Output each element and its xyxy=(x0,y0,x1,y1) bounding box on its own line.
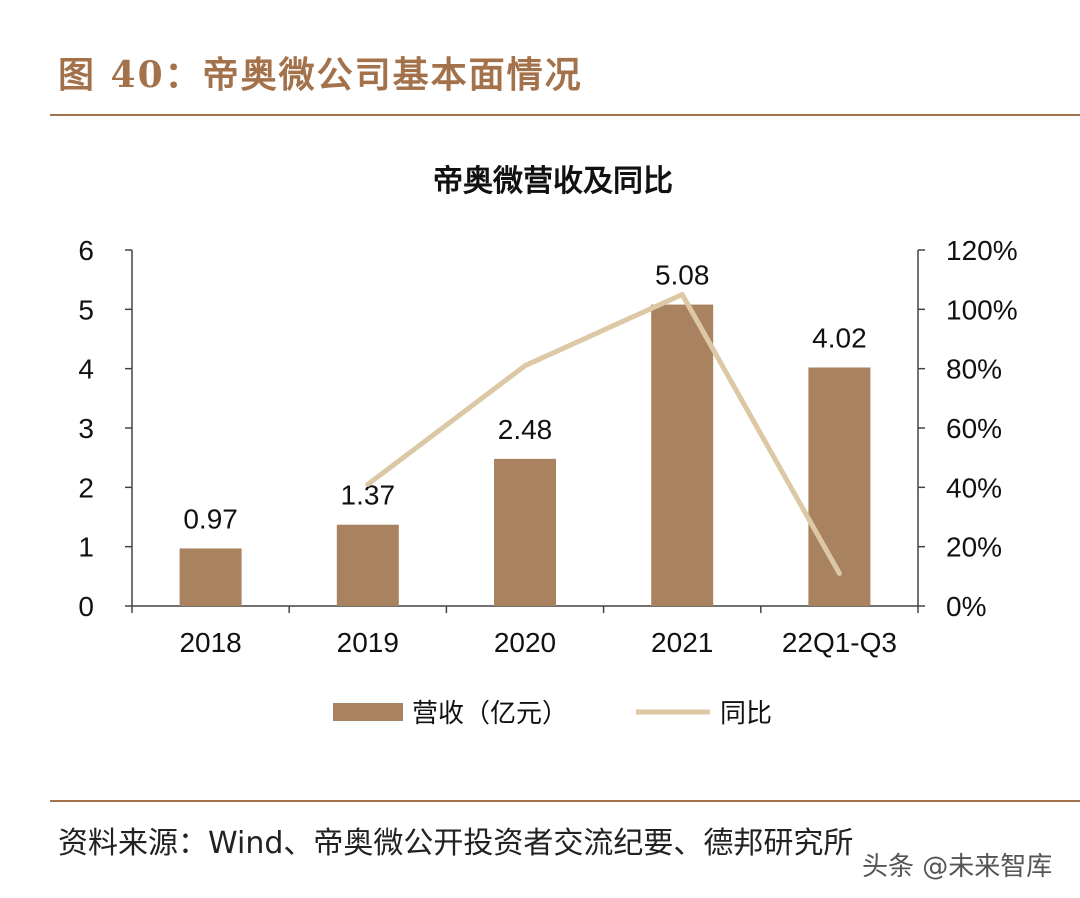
x-category-label: 22Q1-Q3 xyxy=(782,627,897,658)
y-right-tick-label: 20% xyxy=(946,532,1002,563)
revenue-bar xyxy=(179,548,242,606)
y-right-tick-label: 100% xyxy=(946,294,1018,325)
revenue-bar xyxy=(336,524,399,606)
revenue-data-label: 5.08 xyxy=(655,260,710,291)
revenue-data-label: 0.97 xyxy=(183,503,238,534)
y-left-tick-label: 0 xyxy=(78,591,94,622)
source-note: 资料来源：Wind、帝奥微公开投资者交流纪要、德邦研究所 xyxy=(58,826,854,861)
chart-legend: 营收（亿元） 同比 xyxy=(333,698,772,728)
x-category-label: 2021 xyxy=(651,627,713,658)
chart-title: 帝奥微营收及同比 xyxy=(433,164,673,198)
revenue-data-label: 4.02 xyxy=(812,322,867,353)
revenue-bar xyxy=(651,304,714,606)
y-left-tick-label: 1 xyxy=(78,532,94,563)
y-left-tick-label: 5 xyxy=(78,294,94,325)
legend-bar-swatch xyxy=(333,703,403,721)
y-right-tick-label: 80% xyxy=(946,354,1002,385)
y-right-tick-label: 40% xyxy=(946,472,1002,503)
y-left-tick-label: 3 xyxy=(78,413,94,444)
x-category-label: 2018 xyxy=(179,627,241,658)
figure-title: 图 40：帝奥微公司基本面情况 xyxy=(58,54,583,96)
y-right-tick-label: 0% xyxy=(946,591,986,622)
source-divider xyxy=(50,800,1080,802)
revenue-yoy-chart: 帝奥微营收及同比 01234560%20%40%60%80%100%120%0.… xyxy=(78,164,1017,728)
title-divider xyxy=(50,114,1080,116)
y-right-tick-label: 60% xyxy=(946,413,1002,444)
y-left-tick-label: 6 xyxy=(78,235,94,266)
x-category-label: 2019 xyxy=(337,627,399,658)
y-left-tick-label: 2 xyxy=(78,472,94,503)
x-category-label: 2020 xyxy=(494,627,556,658)
revenue-bar xyxy=(494,458,556,606)
revenue-data-label: 2.48 xyxy=(498,414,553,445)
revenue-bar xyxy=(808,367,871,606)
y-left-tick-label: 4 xyxy=(78,354,94,385)
y-right-tick-label: 120% xyxy=(946,235,1018,266)
plot-area: 01234560%20%40%60%80%100%120%0.971.372.4… xyxy=(78,235,1017,658)
legend-line-label: 同比 xyxy=(720,698,772,728)
legend-bar-label: 营收（亿元） xyxy=(412,698,568,728)
watermark: 头条 @未来智库 xyxy=(862,852,1053,882)
yoy-line xyxy=(365,292,842,576)
